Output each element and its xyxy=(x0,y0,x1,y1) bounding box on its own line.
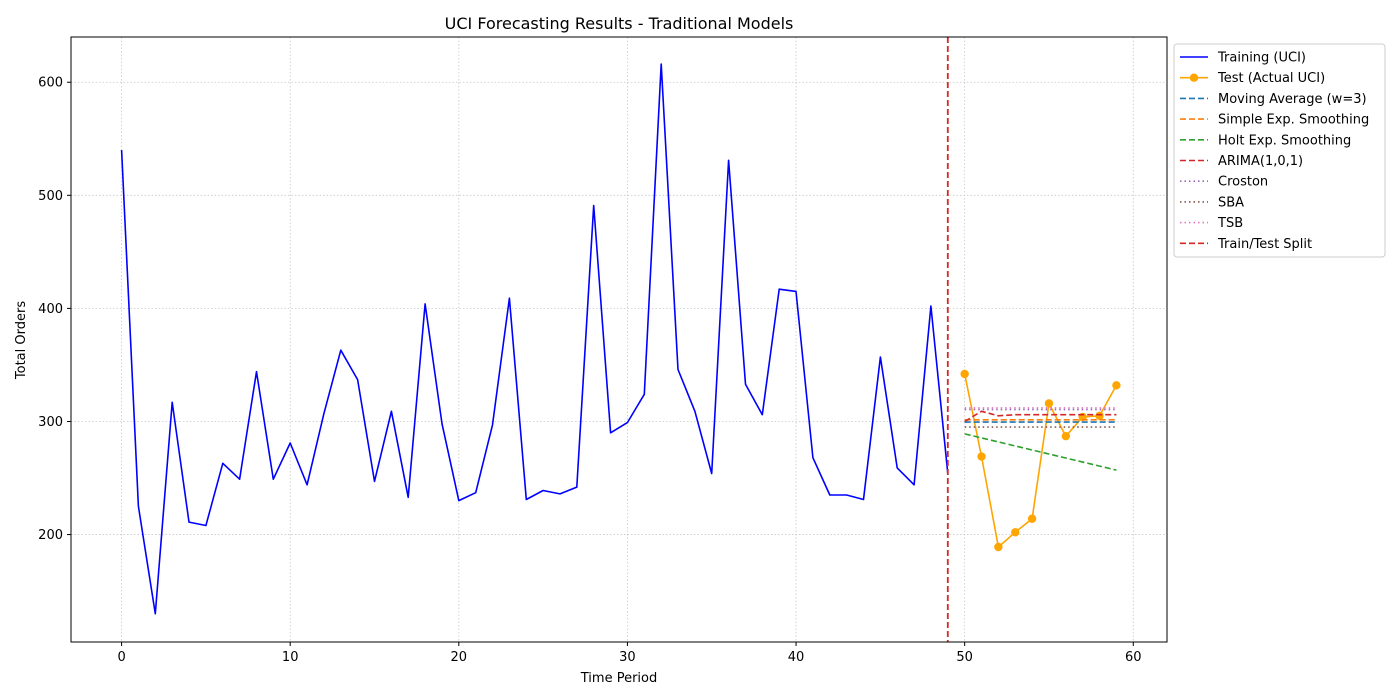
y-tick-label: 600 xyxy=(38,76,63,91)
chart-title: UCI Forecasting Results - Traditional Mo… xyxy=(445,14,794,33)
x-tick-label: 30 xyxy=(619,650,636,665)
legend-label: ARIMA(1,0,1) xyxy=(1218,154,1303,169)
data-point-test-actual-uci xyxy=(977,452,985,460)
x-tick-label: 40 xyxy=(788,650,805,665)
legend-marker xyxy=(1190,74,1198,82)
x-axis-label: Time Period xyxy=(580,671,657,686)
legend-label: Croston xyxy=(1218,175,1268,190)
legend-label: Train/Test Split xyxy=(1217,237,1312,252)
data-point-test-actual-uci xyxy=(1011,528,1019,536)
y-tick-label: 500 xyxy=(38,189,63,204)
data-point-test-actual-uci xyxy=(1112,381,1120,389)
legend-label: Moving Average (w=3) xyxy=(1218,92,1367,107)
legend-label: SBA xyxy=(1218,195,1244,210)
data-point-test-actual-uci xyxy=(1045,399,1053,407)
data-point-test-actual-uci xyxy=(960,370,968,378)
y-axis-label: Total Orders xyxy=(14,301,29,380)
x-tick-label: 20 xyxy=(451,650,468,665)
y-tick-label: 200 xyxy=(38,528,63,543)
y-tick-label: 400 xyxy=(38,302,63,317)
data-point-test-actual-uci xyxy=(1028,515,1036,523)
data-point-test-actual-uci xyxy=(1062,432,1070,440)
x-tick-label: 50 xyxy=(956,650,973,665)
legend-label: Training (UCI) xyxy=(1217,51,1306,66)
x-tick-label: 10 xyxy=(282,650,299,665)
legend-label: Holt Exp. Smoothing xyxy=(1218,133,1351,148)
data-point-test-actual-uci xyxy=(994,543,1002,551)
x-tick-label: 0 xyxy=(117,650,125,665)
legend-label: Test (Actual UCI) xyxy=(1217,71,1325,86)
legend-label: Simple Exp. Smoothing xyxy=(1218,113,1369,128)
legend: Training (UCI) Test (Actual UCI) Moving Av… xyxy=(1174,44,1385,257)
data-point-test-actual-uci xyxy=(1095,412,1103,420)
x-tick-label: 60 xyxy=(1125,650,1142,665)
y-tick-label: 300 xyxy=(38,415,63,430)
legend-label: TSB xyxy=(1217,216,1243,231)
